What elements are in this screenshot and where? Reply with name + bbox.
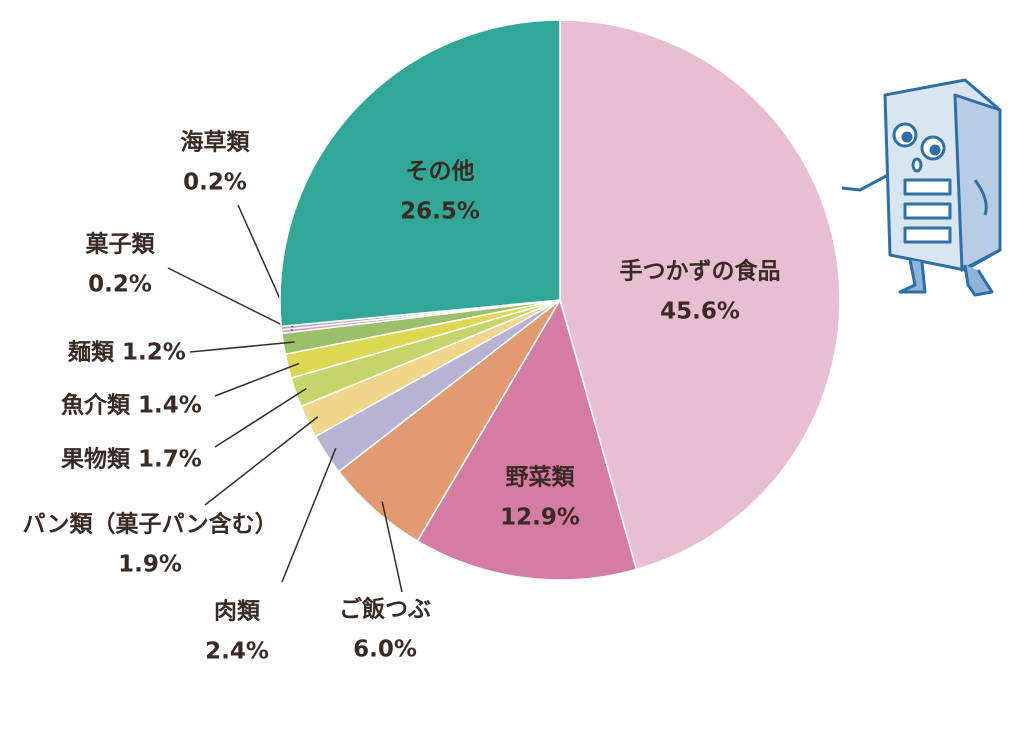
robot-illustration xyxy=(841,78,1002,297)
slice-label: 麺類 xyxy=(67,340,115,366)
value-label: 12.9% xyxy=(500,505,580,531)
value-label: 1.9% xyxy=(118,552,182,578)
pie-slice xyxy=(559,19,841,571)
slice-label: 海草類 xyxy=(181,129,251,156)
leader-line xyxy=(167,267,294,332)
leader-line xyxy=(214,362,300,397)
value-label: 0.2% xyxy=(88,272,152,298)
leader-line xyxy=(189,341,295,353)
slice-label: ご飯つぶ xyxy=(339,596,431,623)
slice-label: 野菜類 xyxy=(506,465,576,491)
pie-slice xyxy=(416,298,638,581)
slice-label: その他 xyxy=(406,159,475,185)
slice-label: 果物類 xyxy=(61,446,131,473)
leader-line xyxy=(204,416,319,506)
slice-label: 魚介類 xyxy=(61,392,131,419)
pie-slice xyxy=(279,19,561,328)
value-label: 26.5% xyxy=(400,199,480,225)
leader-line xyxy=(281,448,337,583)
value-label: 45.6% xyxy=(660,299,740,325)
slice-label: 菓子類 xyxy=(85,232,156,258)
leader-line xyxy=(381,501,403,593)
value-label: 1.4% xyxy=(138,393,202,419)
value-label: 0.2% xyxy=(183,170,247,196)
value-label: 1.7% xyxy=(138,447,202,473)
slice-label: パン類（菓子パン含む） xyxy=(22,511,277,538)
value-label: 1.2% xyxy=(122,340,186,366)
slice-label: 手つかずの食品 xyxy=(620,258,781,285)
value-label: 6.0% xyxy=(353,637,417,663)
leader-line xyxy=(214,388,307,448)
slice-label: 肉類 xyxy=(214,599,261,625)
value-label: 2.4% xyxy=(205,639,269,665)
